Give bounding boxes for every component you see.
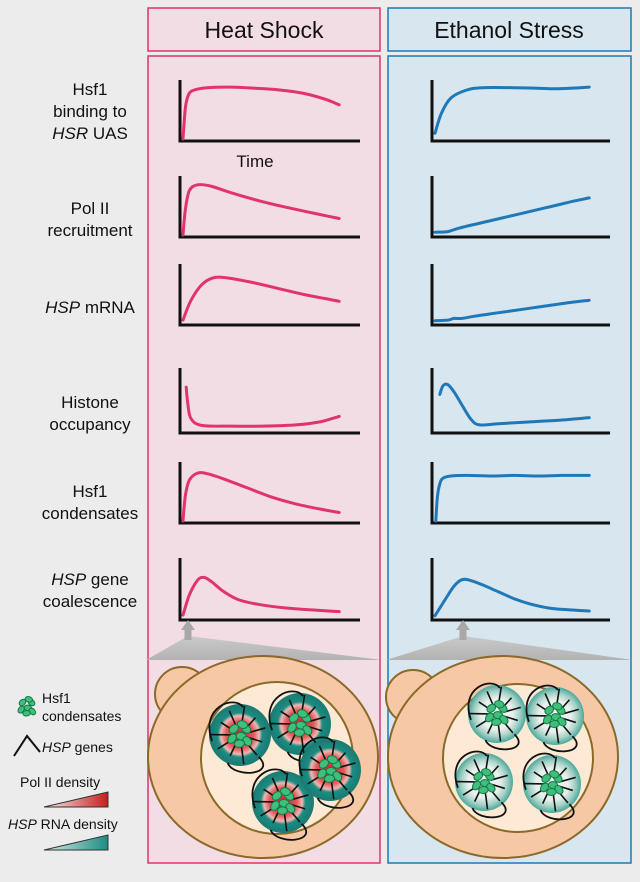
ethanol-axes-histone (430, 368, 610, 435)
heat-axes-pol2 (178, 176, 360, 239)
ethanol-plot-hsf1_cond (430, 462, 610, 525)
ethanol-curve-hsf1_cond (434, 473, 591, 523)
legend-hsp-genes-label: HSP genes (42, 739, 113, 755)
legend-rna-label: HSP RNA density (8, 816, 118, 832)
ethanol-axes-hsf1_binding (430, 80, 610, 143)
legend-pol2-label: Pol II density (20, 774, 100, 790)
ethanol-plot-coalescence (430, 558, 610, 622)
ethanol-stress-header: Ethanol Stress (387, 7, 632, 52)
condensate-focus-3 (251, 768, 314, 841)
legend: Hsf1 condensates HSP genes Pol II densit… (8, 690, 121, 851)
hsf1-condensate-icon (471, 768, 496, 795)
legend-hsf1-label-line2: condensates (42, 708, 121, 724)
heat-plot-pol2 (178, 176, 360, 239)
condensate-focus-1 (467, 682, 526, 751)
heat-curve-histone (184, 385, 341, 428)
row-label-pol2-line1: Pol II (71, 199, 110, 218)
condensate-focus-4 (298, 736, 361, 809)
row-label-histone-line1: Histone (61, 393, 119, 412)
hsp-genes (251, 768, 309, 841)
hsf1-condensate-legend-icon (17, 696, 37, 717)
heat-axes-hsf1_binding (178, 80, 360, 143)
condensate-focus-1 (208, 701, 271, 774)
heat-axes-coalescence (178, 558, 360, 622)
row-label-coalescence-line2: coalescence (43, 592, 138, 611)
time-axis-label: Time (236, 152, 273, 171)
row-label-histone-line2: occupancy (49, 415, 131, 434)
hsf1-condensate-icon (539, 770, 564, 797)
hsf1-condensate-icon (270, 787, 296, 815)
pol2-density-wedge (43, 791, 109, 808)
row-label-hsf1_cond-line1: Hsf1 (73, 482, 108, 501)
heat-plot-hsp_mrna (178, 264, 360, 327)
heat-plot-hsf1_binding (178, 80, 360, 143)
ethanol-curve-pol2 (433, 196, 591, 234)
condensate-focus-3 (454, 750, 513, 819)
heat-plot-coalescence (178, 558, 360, 622)
heat-plot-hsf1_cond (178, 462, 360, 525)
heat-plot-histone (178, 368, 360, 435)
hsf1-condensate-icon (484, 700, 509, 727)
ethanol-curve-coalescence (433, 577, 591, 618)
hsf1-condensate-icon (542, 702, 567, 729)
ethanol-plot-hsf1_binding (430, 80, 610, 143)
heat-shock-cell-illustration (147, 655, 379, 859)
heat-shock-title: Heat Shock (205, 17, 324, 43)
ethanol-stress-plots (430, 80, 610, 622)
row-label-hsf1_binding-line1: Hsf1 (73, 80, 108, 99)
heat-axes-hsp_mrna (178, 264, 360, 327)
row-label-hsf1_binding-line2: binding to (53, 102, 127, 121)
row-labels: Hsf1 binding to HSR UAS Pol II recruitment HS… (42, 80, 138, 611)
condensate-focus-2 (525, 684, 584, 753)
rna-density-wedge (43, 834, 109, 851)
heat-axes-hsf1_cond (178, 462, 360, 525)
ethanol-stress-cell-illustration (385, 655, 619, 859)
ethanol-curve-hsf1_binding (433, 85, 591, 135)
row-label-pol2-line2: recruitment (47, 221, 132, 240)
zoom-cone-ethanol (386, 620, 633, 660)
ethanol-axes-hsf1_cond (430, 462, 610, 525)
ethanol-plot-histone (430, 368, 610, 435)
row-label-hsf1_binding-line3: HSR UAS (52, 124, 128, 143)
ethanol-curve-hsp_mrna (433, 298, 591, 323)
hsp-gene-legend-icon (13, 734, 41, 757)
heat-shock-header: Heat Shock (147, 7, 381, 52)
heat-curve-pol2 (181, 183, 341, 237)
ethanol-axes-hsp_mrna (430, 264, 610, 327)
ethanol-plot-pol2 (430, 176, 610, 239)
row-label-coalescence-line1: HSP gene (51, 570, 129, 589)
hsf1-condensate-icon (317, 755, 343, 783)
zoom-cone-heat (146, 620, 382, 660)
row-label-hsp_mrna-line1: HSP mRNA (45, 298, 135, 317)
hsf1-icon (17, 696, 37, 717)
ethanol-curve-histone (438, 382, 591, 427)
heat-axes-histone (178, 368, 360, 435)
hsf1-condensate-icon (227, 720, 253, 748)
ethanol-axes-pol2 (430, 176, 610, 239)
heat-curve-hsf1_binding (181, 85, 341, 141)
heat-curve-hsf1_cond (181, 471, 341, 523)
ethanol-axes-coalescence (430, 558, 610, 622)
ethanol-stress-title: Ethanol Stress (434, 17, 584, 43)
legend-hsf1-label-line1: Hsf1 (42, 690, 71, 706)
condensate-focus-4 (522, 752, 581, 821)
heat-curve-coalescence (181, 575, 341, 617)
ethanol-plot-hsp_mrna (430, 264, 610, 327)
heat-curve-hsp_mrna (181, 275, 341, 322)
heat-shock-plots (178, 80, 360, 622)
hsf1-condensate-icon (287, 709, 313, 737)
row-label-hsf1_cond-line2: condensates (42, 504, 138, 523)
